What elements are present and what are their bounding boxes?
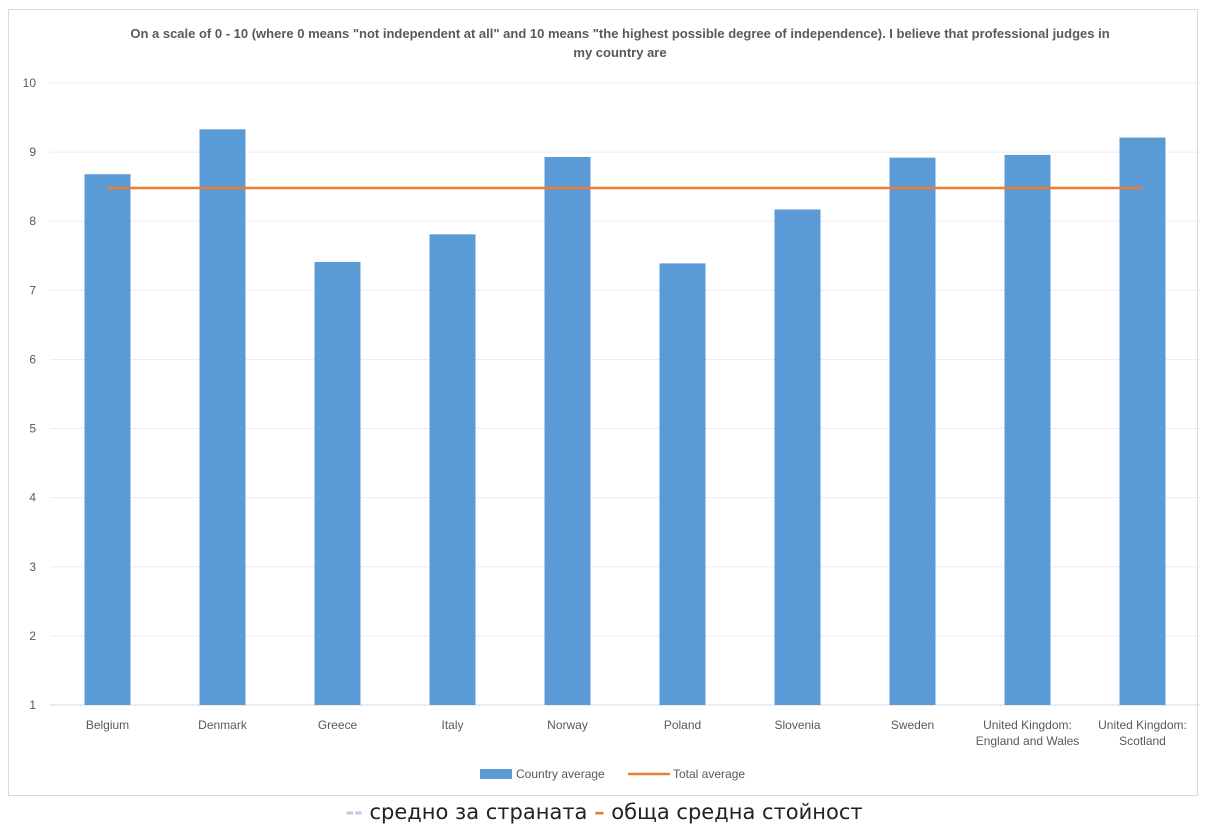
y-tick-label: 10 <box>23 76 37 90</box>
x-tick-label: Italy <box>441 718 463 732</box>
legend-label-total: Total average <box>673 767 745 781</box>
y-tick-label: 2 <box>29 629 36 643</box>
legend-label-country: Country average <box>516 767 605 781</box>
y-tick-label: 8 <box>29 214 36 228</box>
caption-text-country: средно за страната <box>362 800 595 824</box>
y-tick-label: 1 <box>29 698 36 712</box>
caption-text-total: обща средна стойност <box>604 800 863 824</box>
bar <box>314 261 361 705</box>
y-tick-label: 7 <box>29 283 36 297</box>
x-tick-label: Denmark <box>198 718 248 732</box>
bar <box>659 263 706 705</box>
legend-swatch-country <box>480 769 512 779</box>
bar <box>1119 137 1166 705</box>
caption-dash-blue: -- <box>345 800 363 824</box>
x-tick-label: Sweden <box>891 718 934 732</box>
bar-line-chart: 1 2 3 4 5 6 7 8 9 10 Belgium Denmark Greece Italy Norw… <box>23 76 1200 781</box>
bar <box>544 156 591 706</box>
bar <box>84 174 131 705</box>
caption: -- средно за страната – обща средна стой… <box>0 800 1208 824</box>
y-tick-label: 6 <box>29 352 36 366</box>
x-tick-label: Poland <box>664 718 701 732</box>
x-tick-label: Greece <box>318 718 358 732</box>
x-tick-label: United Kingdom: Scotland <box>1098 718 1187 748</box>
y-tick-label: 9 <box>29 145 36 159</box>
bar <box>199 129 246 705</box>
y-tick-label: 3 <box>29 560 36 574</box>
y-tick-label: 5 <box>29 422 36 436</box>
caption-dash-orange: – <box>594 800 605 824</box>
chart-title: On a scale of 0 - 10 (where 0 means "not… <box>130 26 1110 60</box>
bar <box>889 157 936 705</box>
y-tick-label: 4 <box>29 491 36 505</box>
bar <box>774 209 821 705</box>
x-tick-label: United Kingdom: England and Wales <box>976 718 1080 748</box>
x-tick-label: Slovenia <box>774 718 820 732</box>
bar <box>1004 154 1051 705</box>
x-tick-label: Norway <box>547 718 588 732</box>
bar <box>429 234 476 705</box>
x-tick-label: Belgium <box>86 718 129 732</box>
